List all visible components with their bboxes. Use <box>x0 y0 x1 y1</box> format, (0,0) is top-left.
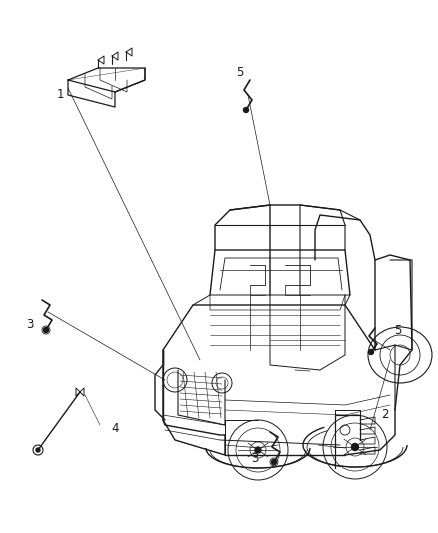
Circle shape <box>255 447 261 453</box>
Text: 1: 1 <box>56 88 64 101</box>
Text: 3: 3 <box>251 451 259 464</box>
Circle shape <box>352 443 358 450</box>
Text: 4: 4 <box>111 422 119 434</box>
Circle shape <box>43 327 49 333</box>
Circle shape <box>368 350 374 354</box>
Text: 5: 5 <box>237 67 244 79</box>
Circle shape <box>272 459 276 464</box>
Circle shape <box>36 448 40 452</box>
Circle shape <box>244 108 248 112</box>
Text: 2: 2 <box>381 408 389 422</box>
Text: 3: 3 <box>26 319 34 332</box>
Text: 5: 5 <box>394 324 402 336</box>
